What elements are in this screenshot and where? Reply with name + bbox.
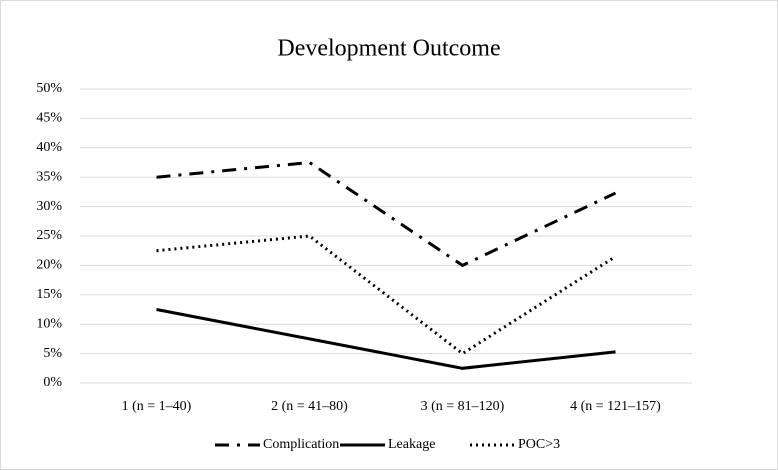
x-tick-label: 4 (n = 121–157) [570, 399, 661, 414]
line-series [156, 160, 617, 268]
y-tick-label: 40% [36, 140, 62, 155]
y-tick-label: 20% [36, 258, 62, 273]
line-series [156, 308, 616, 370]
x-tick-label: 1 (n = 1–40) [122, 399, 192, 414]
y-tick-label: 10% [36, 316, 62, 331]
y-tick-label: 35% [36, 169, 62, 184]
y-tick-label: 25% [36, 228, 62, 243]
y-tick-label: 45% [36, 111, 62, 126]
legend-label: POC>3 [518, 437, 560, 452]
y-tick-label: 50% [36, 81, 62, 96]
legend-label: Leakage [388, 437, 435, 452]
chart-title: Development Outcome [277, 36, 500, 62]
x-tick-label: 2 (n = 41–80) [271, 399, 348, 414]
y-tick-label: 30% [36, 199, 62, 214]
y-tick-label: 5% [43, 346, 62, 361]
legend-label: Complication [263, 437, 339, 452]
y-tick-label: 15% [36, 287, 62, 302]
x-tick-label: 3 (n = 81–120) [421, 399, 505, 414]
y-tick-label: 0% [43, 375, 62, 390]
